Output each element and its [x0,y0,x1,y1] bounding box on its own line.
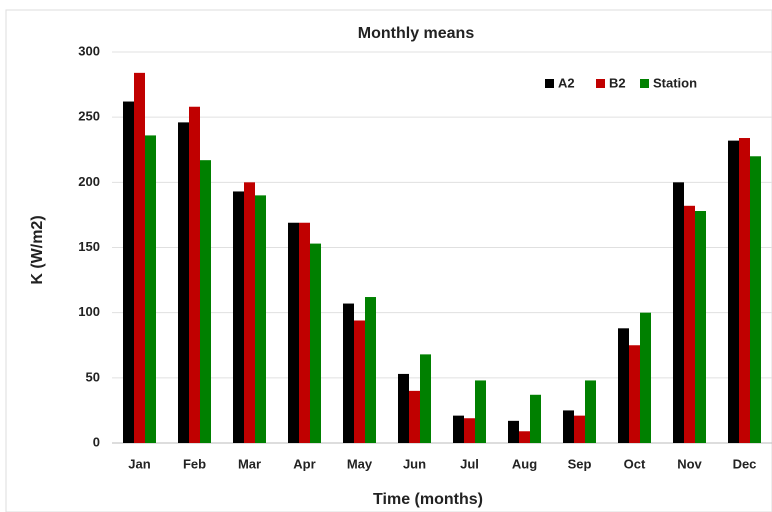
y-tick-label: 250 [78,109,100,124]
bar [310,243,321,443]
bar [618,328,629,443]
bar [299,222,310,443]
bar [453,415,464,443]
bar [244,182,255,444]
bar [409,390,420,443]
bar [189,106,200,444]
bar [255,195,266,443]
x-tick-label: Oct [624,456,646,471]
bar [695,211,706,443]
bar [530,394,541,443]
y-tick-label: 300 [78,43,100,58]
bar [629,345,640,443]
legend-label: A2 [558,75,575,90]
bar [508,420,519,443]
bar [398,373,409,443]
x-tick-label: Mar [238,456,261,471]
bar [233,191,244,443]
x-tick-label: May [347,456,373,471]
legend-label: B2 [609,75,626,90]
x-tick-label: Sep [568,456,592,471]
y-tick-label: 0 [93,434,100,449]
y-tick-label: 200 [78,174,100,189]
bar [464,418,475,443]
legend-label: Station [653,75,697,90]
bar [728,140,739,444]
bar [354,320,365,443]
bar [134,72,145,443]
bar [640,312,651,443]
bar [563,410,574,443]
bar [585,380,596,443]
x-tick-label: Dec [733,456,757,471]
bar [145,135,156,443]
chart-title: Monthly means [358,25,475,42]
bar [420,354,431,443]
bar [475,380,486,443]
bar [343,303,354,443]
legend-swatch [596,79,605,88]
x-axis-label: Time (months) [373,491,483,508]
bar [200,160,211,443]
y-tick-label: 100 [78,304,100,319]
legend-swatch [640,79,649,88]
bar [750,156,761,443]
bar [178,122,189,443]
x-tick-label: Jul [460,456,479,471]
y-axis-label: K (W/m2) [29,215,46,284]
bar [673,182,684,444]
x-tick-label: Jun [403,456,426,471]
bar [739,138,750,443]
x-tick-label: Aug [512,456,537,471]
bar [574,415,585,443]
bar [519,431,530,443]
x-tick-label: Feb [183,456,206,471]
y-tick-label: 150 [78,239,100,254]
bar [123,101,134,443]
bar [684,205,695,443]
x-tick-label: Jan [128,456,150,471]
bar [288,222,299,443]
y-tick-label: 50 [86,369,100,384]
x-tick-label: Apr [293,456,315,471]
bar [365,297,376,443]
x-tick-label: Nov [677,456,702,471]
legend-swatch [545,79,554,88]
